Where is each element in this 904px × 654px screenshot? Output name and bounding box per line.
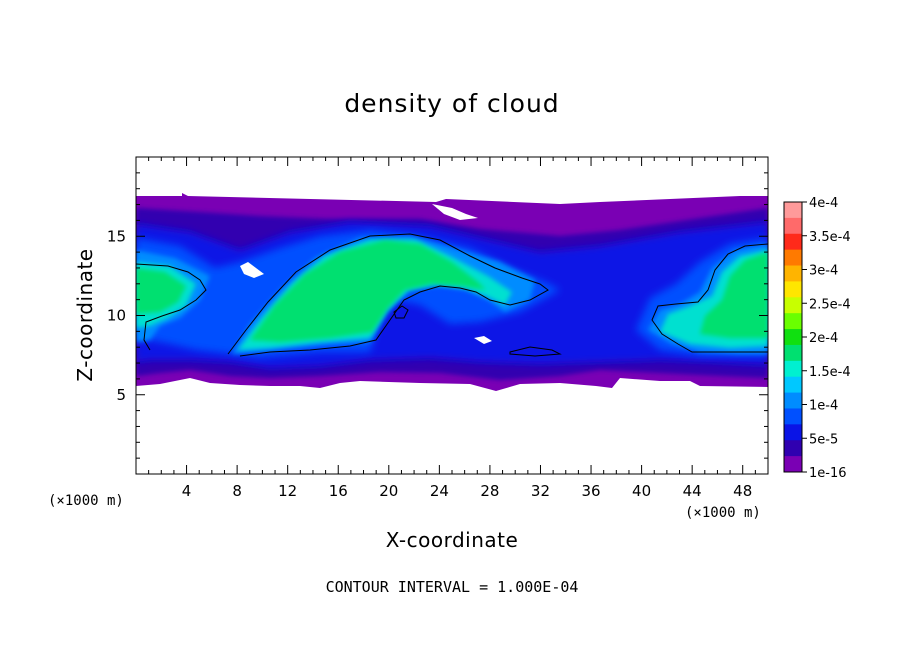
- colorbar-swatch: [784, 424, 802, 441]
- cloud-gap-1: [240, 262, 264, 278]
- x-tick-label: 4: [182, 482, 192, 500]
- colorbar-label: 2.5e-4: [809, 297, 851, 312]
- colorbar-swatch: [784, 233, 802, 251]
- colorbar-label: 4e-4: [809, 196, 838, 211]
- contour-line-right: [651, 243, 768, 353]
- contour-line-left: [136, 263, 207, 351]
- cloud-gap-3: [474, 336, 492, 344]
- colorbar: [783, 201, 807, 473]
- colorbar-swatch: [784, 456, 802, 473]
- axis-ticks: [136, 157, 768, 474]
- colorbar-swatch: [784, 217, 802, 235]
- x-tick-label: 24: [430, 482, 449, 500]
- colorbar-swatch: [784, 313, 802, 330]
- x-tick-label: 16: [329, 482, 348, 500]
- x-tick-label: 28: [480, 482, 499, 500]
- x-tick-label: 44: [683, 482, 702, 500]
- chart-title: density of cloud: [344, 89, 559, 118]
- contour-line-small-2: [393, 305, 409, 319]
- density-field: [136, 193, 768, 391]
- x-tick-label: 36: [581, 482, 600, 500]
- x-tick-label: 32: [531, 482, 550, 500]
- y-tick-label: 5: [116, 386, 126, 404]
- cloud-gap-2: [432, 204, 478, 220]
- x-tick-label: 48: [733, 482, 752, 500]
- colorbar-label: 3.5e-4: [809, 230, 851, 245]
- colorbar-swatch: [784, 440, 802, 457]
- x-unit-left: (×1000 m): [48, 493, 124, 509]
- cloud-core-green-center: [250, 240, 486, 342]
- colorbar-swatch: [784, 202, 802, 219]
- colorbar-label: 3e-4: [809, 264, 838, 279]
- colorbar-swatch: [784, 265, 802, 282]
- y-tick-label: 10: [107, 307, 126, 325]
- x-tick-label: 12: [278, 482, 297, 500]
- colorbar-swatch: [784, 392, 802, 409]
- y-axis-label: Z-coordinate: [73, 248, 97, 381]
- contour-line-small: [509, 346, 562, 357]
- x-tick-label: 8: [232, 482, 242, 500]
- colorbar-swatch: [784, 249, 802, 266]
- colorbar-label: 1e-16: [809, 466, 847, 481]
- colorbar-swatch: [784, 329, 802, 346]
- colorbar-swatch: [784, 376, 802, 393]
- colorbar-labels: 4e-4 3.5e-4 3e-4 2.5e-4 2e-4 1.5e-4 1e-4 5e-5 1e…: [809, 196, 851, 481]
- colorbar-swatch: [784, 408, 802, 425]
- x-axis-label: X-coordinate: [386, 528, 519, 552]
- x-tick-label: 40: [632, 482, 651, 500]
- colorbar-swatch: [784, 360, 802, 378]
- x-unit-right: (×1000 m): [685, 505, 761, 521]
- cloud-core-green-right: [700, 252, 768, 338]
- colorbar-label: 1.5e-4: [809, 365, 851, 380]
- colorbar-label: 2e-4: [809, 331, 838, 346]
- colorbar-swatch: [784, 281, 802, 298]
- cloud-core-green-left: [136, 268, 186, 314]
- x-tick-label: 20: [379, 482, 398, 500]
- colorbar-swatch: [784, 344, 802, 362]
- contour-line-center: [227, 233, 549, 357]
- colorbar-label: 1e-4: [809, 399, 838, 414]
- colorbar-label: 5e-5: [809, 432, 838, 447]
- y-tick-label: 15: [107, 227, 126, 245]
- colorbar-swatch: [784, 297, 802, 314]
- contour-interval-note: CONTOUR INTERVAL = 1.000E-04: [326, 578, 579, 596]
